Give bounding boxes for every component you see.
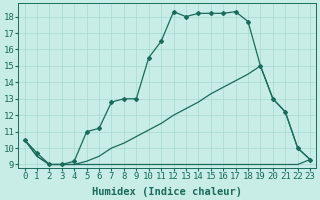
X-axis label: Humidex (Indice chaleur): Humidex (Indice chaleur) xyxy=(92,186,242,197)
